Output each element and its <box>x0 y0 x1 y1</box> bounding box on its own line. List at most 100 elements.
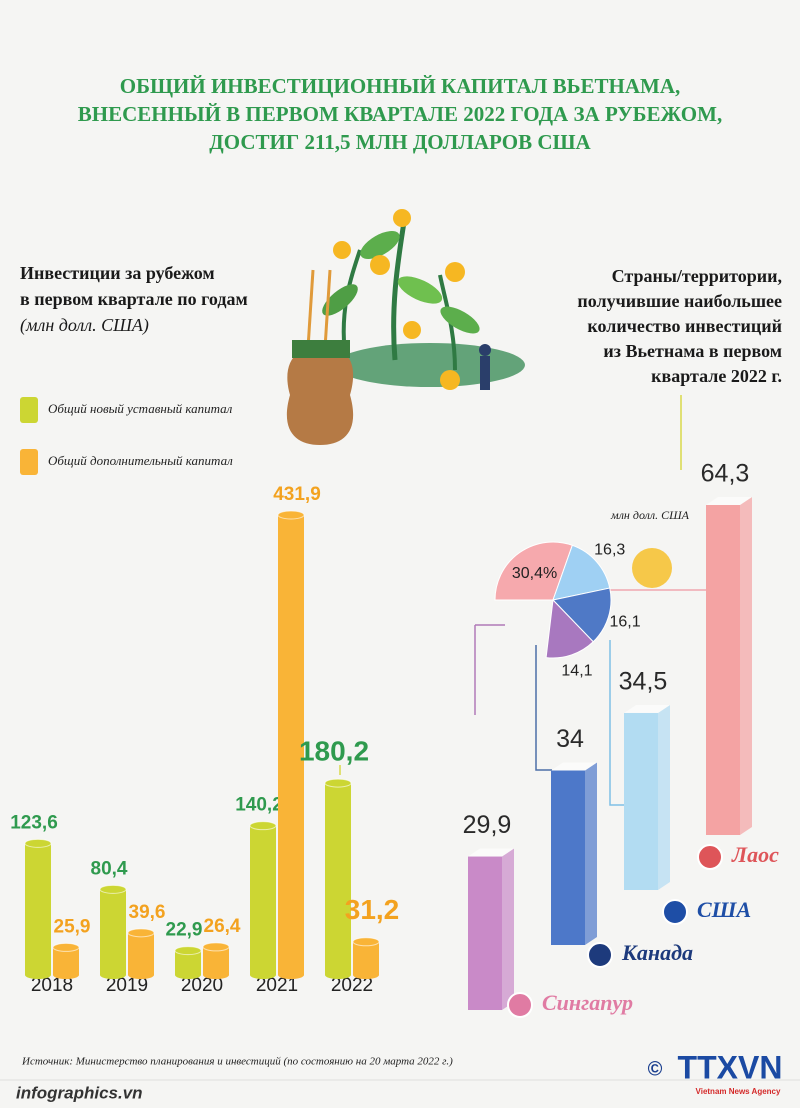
bar-body <box>25 843 51 975</box>
bar-cap <box>352 937 380 947</box>
bar-top <box>624 704 670 713</box>
title: ОБЩИЙ ИНВЕСТИЦИОННЫЙ КАПИТАЛ ВЬЕТНАМА, <box>120 74 680 98</box>
bar-top <box>468 848 514 857</box>
flag <box>697 844 723 870</box>
bar <box>52 942 80 979</box>
flag <box>587 942 613 968</box>
bar <box>324 778 352 979</box>
title: ВНЕСЕННЫЙ В ПЕРВОМ КВАРТАЛЕ 2022 ГОДА ЗА… <box>78 102 722 126</box>
bar-body <box>353 941 379 975</box>
bar <box>624 704 670 890</box>
bar-body <box>203 946 229 975</box>
source: Источник: Министерство планирования и ин… <box>21 1056 453 1068</box>
pie-label: 30,4% <box>512 565 557 582</box>
bar-side <box>585 762 597 945</box>
bar-front <box>706 505 740 835</box>
chart-title: количество инвестиций <box>587 316 782 336</box>
bar <box>468 848 514 1010</box>
chart-title: Страны/территории, <box>612 266 782 286</box>
bar-foot <box>250 971 276 979</box>
bar <box>352 937 380 979</box>
bar <box>551 762 597 945</box>
bar-foot <box>278 971 304 979</box>
bar-cap <box>52 942 80 952</box>
value-label: 34 <box>556 725 584 753</box>
bar-body <box>325 783 351 975</box>
bar-cap <box>249 821 277 831</box>
bar-foot <box>175 971 201 979</box>
bar-cap <box>277 510 305 520</box>
value-label: 29,9 <box>463 811 512 839</box>
title: ДОСТИГ 211,5 МЛН ДОЛЛАРОВ США <box>209 130 591 154</box>
bar-cap <box>174 946 202 956</box>
bar <box>202 942 230 979</box>
pie-slice <box>494 541 573 601</box>
legend-swatch <box>20 397 38 423</box>
value-label: 180,2 <box>299 735 369 766</box>
illustration <box>286 209 525 445</box>
bar-body <box>100 889 126 975</box>
site: infographics.vn <box>16 1083 143 1102</box>
bar-foot <box>128 971 154 979</box>
bar-body <box>250 825 276 975</box>
legend-label: Общий новый уставный капитал <box>48 401 233 416</box>
category-label: Сингапур <box>542 990 633 1015</box>
value-label: 26,4 <box>204 916 241 937</box>
pie-slice <box>545 598 594 659</box>
copyright: © <box>648 1058 663 1080</box>
bar-foot <box>53 971 79 979</box>
pie-label: 16,1 <box>609 613 640 630</box>
bar-front <box>468 856 502 1010</box>
bar-cap <box>127 928 155 938</box>
x-tick-label: 2019 <box>106 975 148 996</box>
pie-label: 16,3 <box>594 542 625 559</box>
value-label: 80,4 <box>91 858 128 879</box>
bar-foot <box>325 971 351 979</box>
value-label: 431,9 <box>273 484 321 505</box>
bar-cap <box>324 778 352 788</box>
bar <box>24 838 52 979</box>
legend-label: Общий дополнительный капитал <box>48 453 233 468</box>
x-tick-label: 2020 <box>181 975 223 996</box>
value-label: 25,9 <box>54 916 91 937</box>
value-label: 140,2 <box>235 795 283 816</box>
chart-title: в первом квартале по годам <box>20 289 248 309</box>
x-tick-label: 2021 <box>256 975 298 996</box>
bar <box>99 884 127 979</box>
value-label: 123,6 <box>10 812 58 833</box>
dollar-icon <box>632 548 672 588</box>
value-label: 31,2 <box>345 894 400 925</box>
value-label: 64,3 <box>701 460 750 488</box>
bar-top <box>706 497 752 505</box>
bar-cap <box>202 942 230 952</box>
bar <box>174 946 202 979</box>
logo: TTXVN <box>678 1049 783 1085</box>
category-label: Канада <box>621 940 693 965</box>
pie-connectors <box>339 395 708 806</box>
legend-swatch <box>20 449 38 475</box>
bar-front <box>551 770 585 945</box>
x-tick-label: 2022 <box>331 975 373 996</box>
chart-title: получившие наибольшее <box>577 291 782 311</box>
pie-label: 14,1 <box>561 663 592 680</box>
pie-slice <box>552 544 611 601</box>
bar-front <box>624 712 658 890</box>
bar <box>127 928 155 979</box>
x-tick-label: 2018 <box>31 975 73 996</box>
flag <box>662 899 688 925</box>
chart-title: из Вьетнама в первом <box>603 341 782 361</box>
bar-side <box>502 848 514 1010</box>
bar-foot <box>100 971 126 979</box>
unit-label: млн долл. США <box>610 508 690 522</box>
value-label: 34,5 <box>619 668 668 696</box>
chart-title: квартале 2022 г. <box>651 366 782 386</box>
flag <box>507 992 533 1018</box>
category-label: Лаос <box>731 842 779 867</box>
bar-foot <box>353 971 379 979</box>
bar <box>249 821 277 979</box>
bar-top <box>551 762 597 771</box>
bar-body <box>53 947 79 975</box>
